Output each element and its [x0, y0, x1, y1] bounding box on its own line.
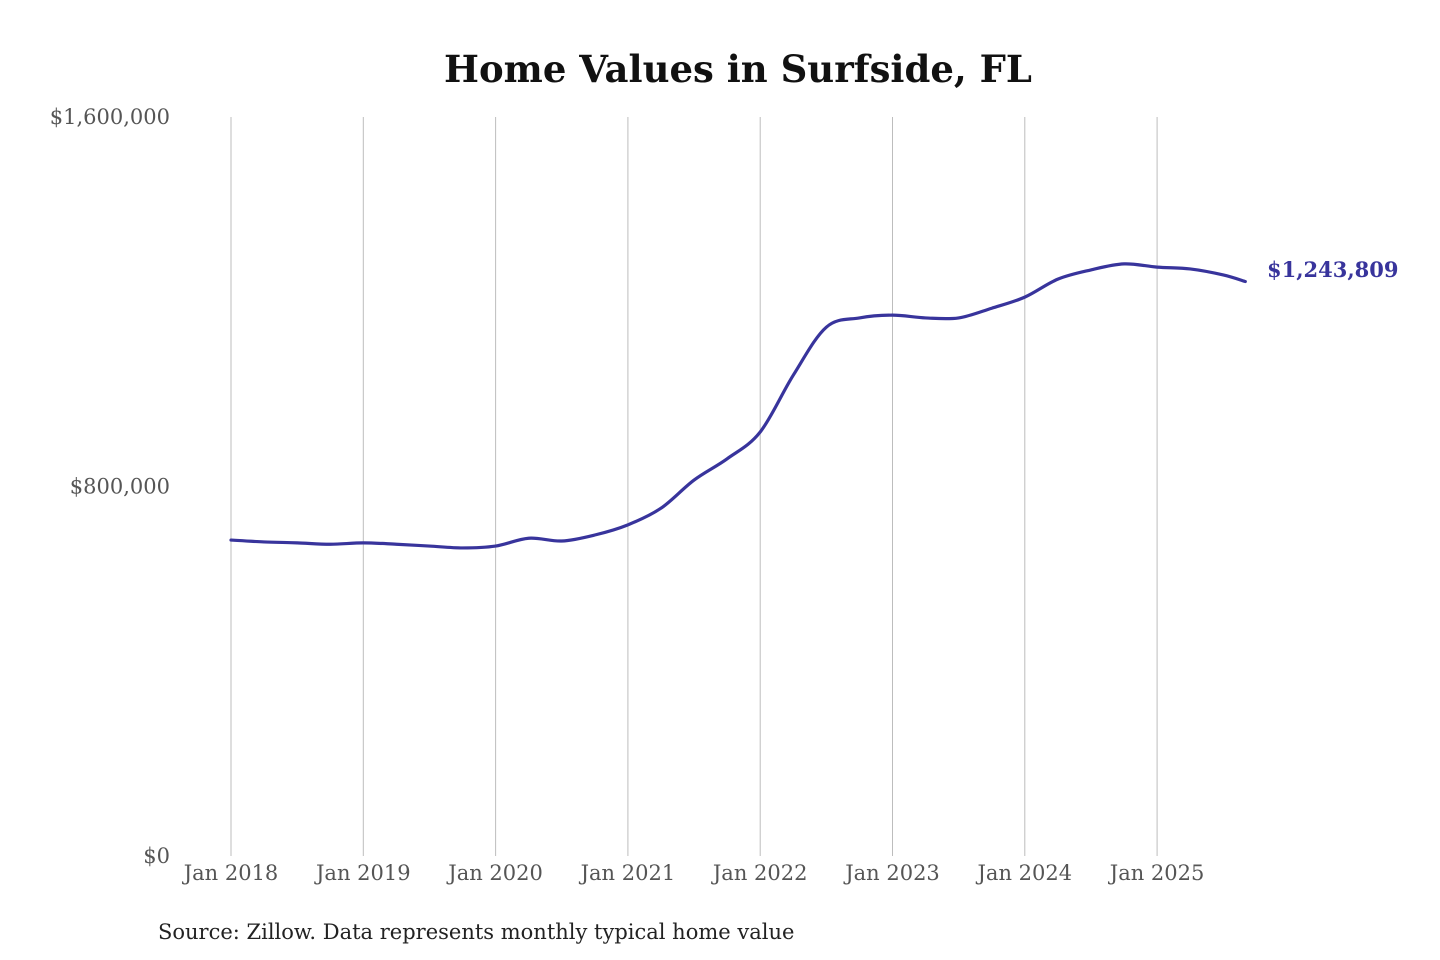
- data-points: [230, 263, 1246, 549]
- y-tick-label: $800,000: [70, 475, 170, 499]
- x-tick-label: Jan 2018: [182, 861, 279, 885]
- y-tick-label: $1,600,000: [50, 105, 170, 129]
- x-tick-label: Jan 2024: [976, 861, 1073, 885]
- x-tick-label: Jan 2021: [579, 861, 676, 885]
- x-axis-ticks: Jan 2018 Jan 2019 Jan 2020 Jan 2021 Jan 2022…: [182, 861, 1205, 885]
- y-axis-ticks: $0 $800,000 $1,600,000: [50, 105, 170, 868]
- end-value-label: $1,243,809: [1267, 257, 1399, 282]
- source-note: Source: Zillow. Data represents monthly …: [158, 920, 794, 944]
- gridlines: [230, 117, 1158, 856]
- x-tick-label: Jan 2023: [843, 861, 940, 885]
- series-line: [229, 262, 1247, 550]
- x-tick-label: Jan 2022: [711, 861, 808, 885]
- x-tick-label: Jan 2020: [446, 861, 543, 885]
- x-tick-label: Jan 2025: [1108, 861, 1205, 885]
- chart-title: Home Values in Surfside, FL: [444, 47, 1032, 91]
- x-tick-label: Jan 2019: [314, 861, 411, 885]
- y-tick-label: $0: [143, 844, 170, 868]
